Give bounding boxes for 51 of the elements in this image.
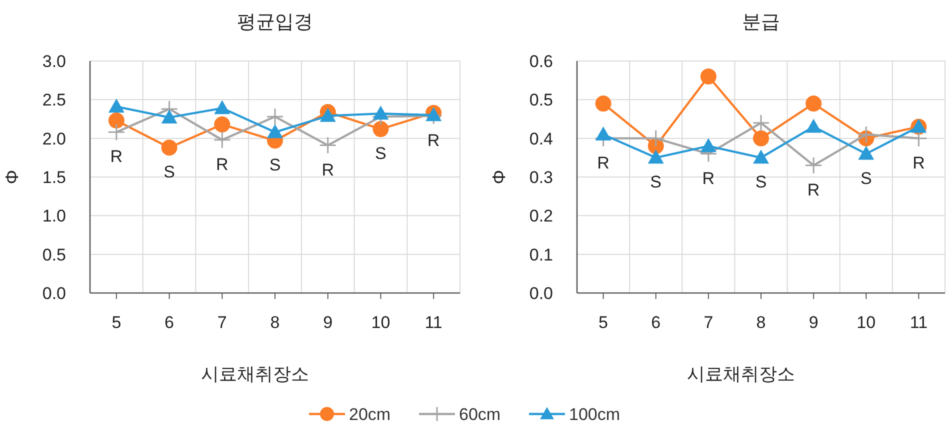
- x-tick-label: 7: [704, 313, 714, 332]
- chart-title: 분급: [742, 12, 780, 33]
- x-tick-label: 6: [164, 313, 174, 332]
- y-axis-title: Φ: [489, 170, 509, 184]
- y-tick-label: 0.0: [529, 284, 553, 303]
- x-tick-label: 10: [371, 313, 390, 332]
- x-tick-label: 8: [756, 313, 766, 332]
- legend-label: 60cm: [459, 405, 501, 424]
- y-tick-label: 2.0: [42, 129, 66, 148]
- y-axis-title: Φ: [2, 170, 22, 184]
- annotation: R: [912, 153, 925, 172]
- x-tick-label: 5: [112, 313, 122, 332]
- annotation: R: [427, 130, 440, 150]
- x-axis-title: 시료채취장소: [201, 364, 309, 384]
- annotation: S: [375, 144, 386, 164]
- annotation: R: [702, 168, 715, 188]
- y-tick-label: 1.0: [42, 206, 66, 226]
- x-tick-label: 6: [651, 313, 661, 332]
- y-tick-label: 0.2: [529, 206, 553, 226]
- x-tick-label: 7: [217, 313, 227, 332]
- y-tick-label: 0.1: [529, 245, 553, 264]
- y-tick-label: 0.5: [42, 245, 66, 264]
- y-tick-label: 0.6: [529, 52, 553, 71]
- annotation: R: [110, 147, 123, 166]
- annotation: S: [269, 156, 281, 175]
- y-tick-label: 0.4: [529, 129, 553, 148]
- legend-label: 20cm: [349, 405, 391, 424]
- annotation: R: [216, 154, 228, 174]
- y-tick-label: 0.3: [529, 168, 553, 187]
- x-tick-label: 11: [424, 313, 442, 332]
- x-axis-title: 시료채취장소: [687, 364, 795, 384]
- annotation: R: [597, 153, 610, 172]
- annotation: S: [650, 172, 662, 192]
- annotation: S: [755, 172, 767, 192]
- x-tick-label: 9: [323, 313, 333, 332]
- x-tick-label: 9: [808, 313, 818, 332]
- x-tick-label: 10: [856, 313, 876, 332]
- x-tick-label: 5: [598, 313, 608, 332]
- annotation: R: [322, 160, 334, 180]
- x-tick-label: 8: [270, 313, 280, 332]
- y-tick-label: 0.0: [42, 284, 66, 303]
- legend-label: 100cm: [569, 405, 620, 424]
- annotation: S: [164, 162, 175, 182]
- y-tick-label: 3.0: [42, 52, 66, 71]
- x-tick-label: 11: [910, 313, 928, 332]
- annotation: S: [860, 168, 872, 188]
- y-tick-label: 2.5: [42, 90, 66, 110]
- chart-title: 평균입경: [237, 12, 313, 33]
- y-tick-label: 0.5: [529, 90, 553, 110]
- y-tick-label: 1.5: [42, 168, 66, 187]
- annotation: R: [807, 180, 820, 200]
